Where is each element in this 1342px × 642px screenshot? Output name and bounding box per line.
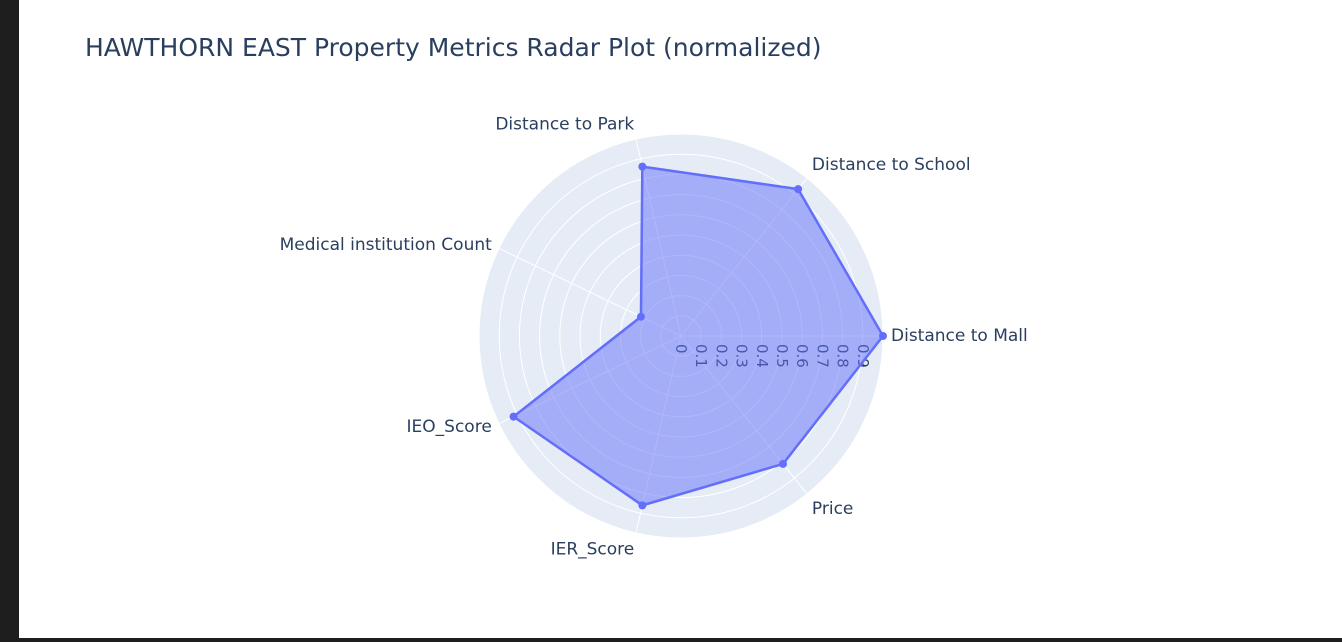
window-bottom-edge	[0, 638, 1342, 642]
angular-axis-label: Distance to Mall	[891, 326, 1028, 346]
data-point[interactable]	[636, 312, 645, 321]
data-point[interactable]	[779, 459, 788, 468]
angular-axis-label: Distance to Park	[495, 114, 634, 134]
data-point[interactable]	[794, 185, 803, 194]
angular-axis-label: Medical institution Count	[280, 235, 493, 255]
data-point[interactable]	[509, 412, 518, 421]
angular-axis-label: Price	[812, 499, 853, 519]
angular-axis-label: IER_Score	[551, 540, 635, 560]
chart-title: HAWTHORN EAST Property Metrics Radar Plo…	[85, 33, 822, 62]
plot-area: HAWTHORN EAST Property Metrics Radar Plo…	[19, 0, 1342, 638]
data-point[interactable]	[638, 501, 647, 510]
data-point[interactable]	[879, 332, 887, 340]
data-point[interactable]	[638, 162, 647, 171]
angular-axis-label: Distance to School	[812, 155, 971, 175]
radar-chart: 00.10.20.30.40.50.60.70.80.9 Distance to…	[280, 114, 1028, 560]
series-area	[512, 165, 885, 507]
angular-axis-label: IEO_Score	[407, 417, 492, 437]
